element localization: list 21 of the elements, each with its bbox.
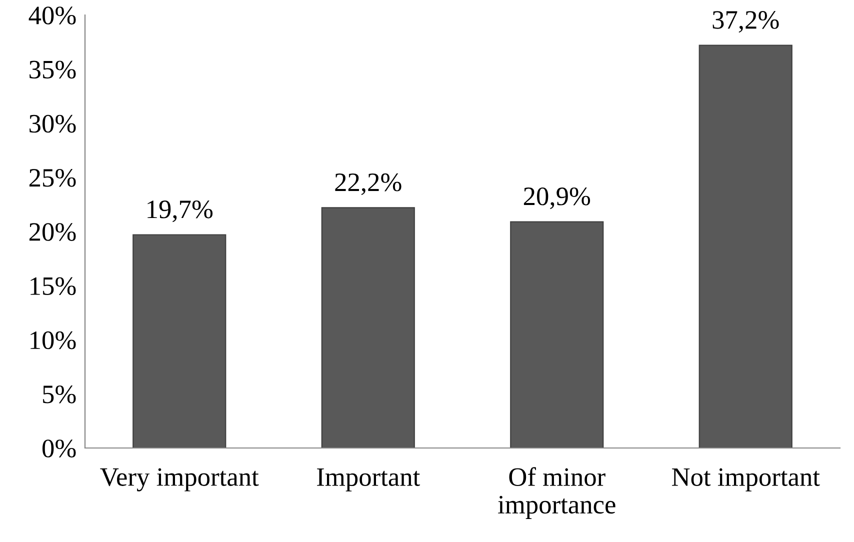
x-tick-label: Of minor importance: [498, 467, 616, 519]
bar: [321, 207, 415, 448]
x-tick-label: Important: [317, 468, 420, 492]
data-label: 22,2%: [335, 173, 402, 196]
y-tick-label: 30%: [30, 114, 76, 133]
bar: [698, 44, 792, 448]
y-tick-label: 15%: [30, 277, 76, 296]
bar: [132, 234, 226, 448]
y-tick-label: 10%: [30, 331, 76, 350]
y-tick-label: 40%: [28, 6, 76, 24]
y-tick-label: 0%: [42, 440, 76, 458]
bar: [510, 221, 604, 448]
x-tick-label: Not important: [672, 468, 820, 492]
x-tick-label: Very important: [100, 468, 259, 492]
data-label: 37,2%: [712, 11, 779, 33]
data-label: 20,9%: [524, 187, 590, 210]
y-tick-label: 25%: [29, 168, 76, 187]
data-label: 19,7%: [148, 200, 213, 222]
y-tick-label: 20%: [29, 223, 76, 241]
y-tick-label: 35%: [30, 60, 76, 79]
y-tick-label: 5%: [43, 385, 76, 404]
